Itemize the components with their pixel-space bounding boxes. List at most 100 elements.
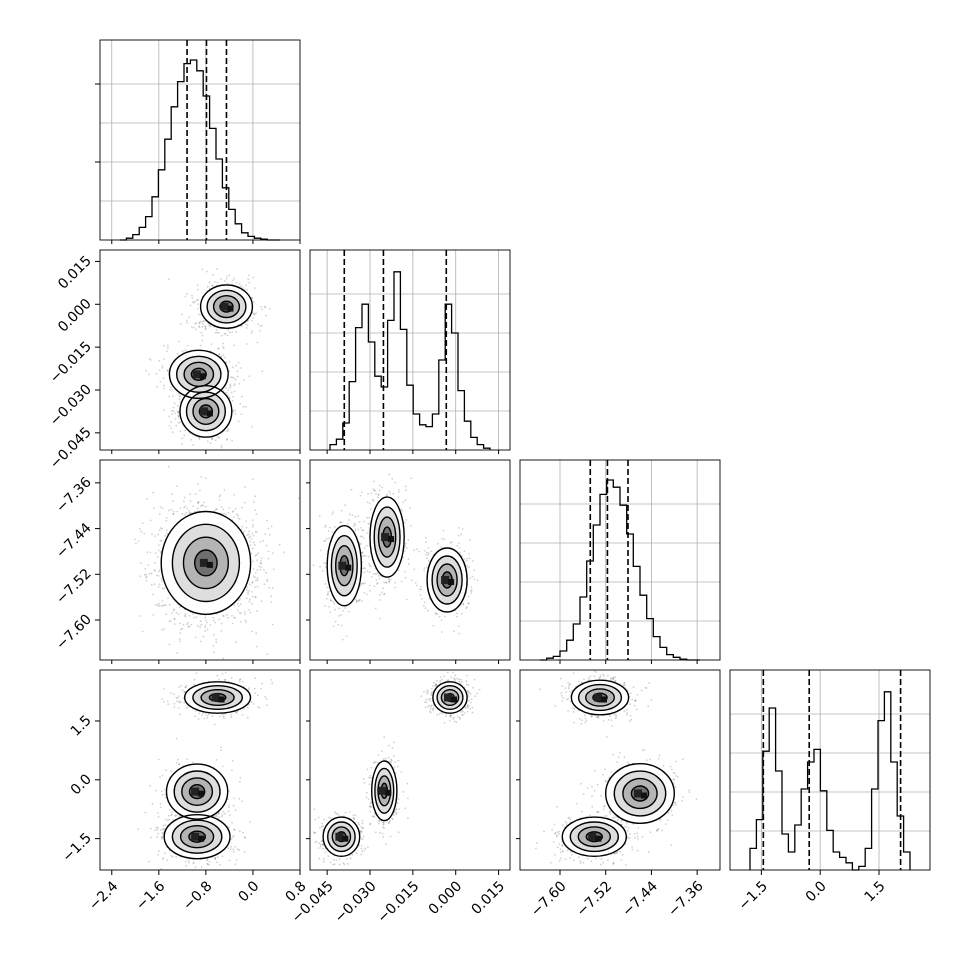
scatter-point xyxy=(363,554,365,557)
scatter-point xyxy=(378,484,381,487)
scatter-point xyxy=(260,600,263,603)
scatter-point xyxy=(466,557,468,560)
scatter-point xyxy=(225,513,227,516)
scatter-point xyxy=(259,325,262,328)
scatter-point xyxy=(333,602,336,605)
scatter-point xyxy=(137,540,140,543)
scatter-point xyxy=(171,413,174,416)
scatter-point xyxy=(237,420,240,423)
scatter-point xyxy=(192,505,195,508)
scatter-point xyxy=(178,393,180,395)
scatter-point xyxy=(227,389,230,392)
scatter-point xyxy=(362,529,364,532)
scatter-point xyxy=(248,530,251,533)
scatter-point xyxy=(222,342,225,345)
scatter-point xyxy=(357,600,360,603)
scatter-point xyxy=(139,575,142,578)
scatter-point xyxy=(469,539,472,541)
scatter-point xyxy=(206,859,209,862)
density-core xyxy=(206,561,213,568)
scatter-point xyxy=(141,522,144,525)
scatter-point xyxy=(167,509,170,512)
scatter-point xyxy=(159,552,162,554)
scatter-point xyxy=(426,566,428,569)
scatter-point xyxy=(423,601,426,604)
scatter-point xyxy=(388,473,391,476)
scatter-point xyxy=(181,689,184,692)
scatter-point xyxy=(437,542,439,545)
scatter-point xyxy=(436,612,438,615)
scatter-point xyxy=(217,347,220,350)
scatter-point xyxy=(237,361,240,364)
scatter-point xyxy=(427,552,430,554)
scatter-point xyxy=(458,547,461,549)
scatter-point xyxy=(253,541,255,544)
scatter-point xyxy=(252,519,254,521)
scatter-point xyxy=(319,565,321,568)
scatter-point xyxy=(383,592,386,595)
scatter-point xyxy=(462,603,465,606)
scatter-point xyxy=(359,535,362,538)
density-core xyxy=(192,370,201,379)
scatter-point xyxy=(220,444,223,447)
scatter-point xyxy=(416,548,418,551)
scatter-point xyxy=(425,554,427,556)
scatter-point xyxy=(224,671,227,674)
scatter-point xyxy=(339,521,342,523)
contour-line xyxy=(160,510,252,616)
histogram-1 xyxy=(329,271,491,450)
scatter-point xyxy=(266,578,269,581)
scatter-point xyxy=(272,568,275,571)
scatter-point xyxy=(175,424,178,427)
scatter-point xyxy=(194,510,196,513)
scatter-point xyxy=(461,612,463,615)
panel-1-0 xyxy=(99,249,301,451)
scatter-point xyxy=(160,829,162,831)
scatter-point xyxy=(230,376,233,379)
scatter-point xyxy=(240,603,242,606)
density-core xyxy=(381,533,390,542)
scatter-point xyxy=(211,284,214,286)
scatter-point xyxy=(404,499,407,502)
scatter-point xyxy=(161,858,164,861)
scatter-point xyxy=(376,582,379,584)
scatter-point xyxy=(187,621,189,624)
scatter-point xyxy=(361,551,364,554)
scatter-point xyxy=(252,560,255,563)
scatter-point xyxy=(373,480,375,483)
scatter-point xyxy=(367,492,369,495)
scatter-point xyxy=(458,527,460,529)
scatter-point xyxy=(466,559,468,562)
scatter-point xyxy=(298,497,300,500)
scatter-point xyxy=(397,569,400,572)
scatter-point xyxy=(233,377,235,379)
scatter-point xyxy=(173,608,175,611)
scatter-point xyxy=(154,789,157,792)
scatter-point xyxy=(248,274,250,277)
scatter-point xyxy=(371,498,374,501)
scatter-point xyxy=(340,614,342,616)
scatter-point xyxy=(235,331,238,333)
scatter-point xyxy=(374,490,376,492)
scatter-point xyxy=(174,815,177,818)
scatter-point xyxy=(148,358,151,360)
scatter-point xyxy=(173,402,176,405)
scatter-point xyxy=(379,599,381,601)
scatter-point xyxy=(256,531,258,533)
scatter-point xyxy=(361,535,363,538)
scatter-point xyxy=(266,519,268,522)
scatter-point xyxy=(427,554,430,556)
contour-line xyxy=(192,397,220,425)
scatter-point xyxy=(415,584,418,587)
scatter-point xyxy=(186,322,188,324)
scatter-point xyxy=(394,581,397,584)
scatter-point xyxy=(342,610,344,612)
scatter-point xyxy=(252,567,255,570)
scatter-point xyxy=(194,322,197,325)
scatter-point xyxy=(228,370,231,373)
scatter-point xyxy=(232,409,235,412)
scatter-point xyxy=(232,510,235,512)
scatter-point xyxy=(405,547,408,549)
scatter-point xyxy=(410,525,412,527)
histogram-2 xyxy=(540,479,700,661)
